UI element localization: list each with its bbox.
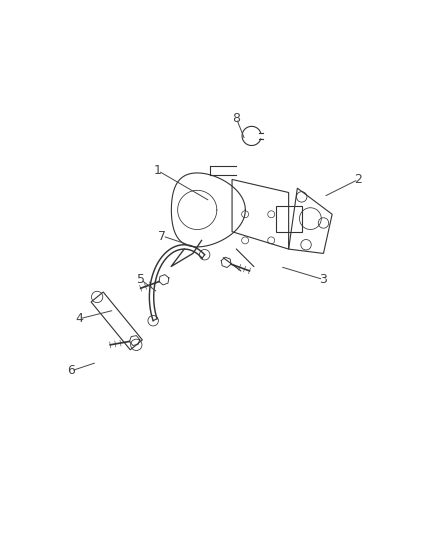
- Text: 6: 6: [67, 365, 75, 377]
- Text: 8: 8: [233, 112, 240, 125]
- Text: 1: 1: [154, 164, 162, 177]
- Text: 7: 7: [159, 230, 166, 243]
- Text: 2: 2: [354, 173, 362, 186]
- Text: 4: 4: [76, 312, 84, 325]
- Text: 3: 3: [319, 273, 327, 286]
- Text: 5: 5: [137, 273, 145, 286]
